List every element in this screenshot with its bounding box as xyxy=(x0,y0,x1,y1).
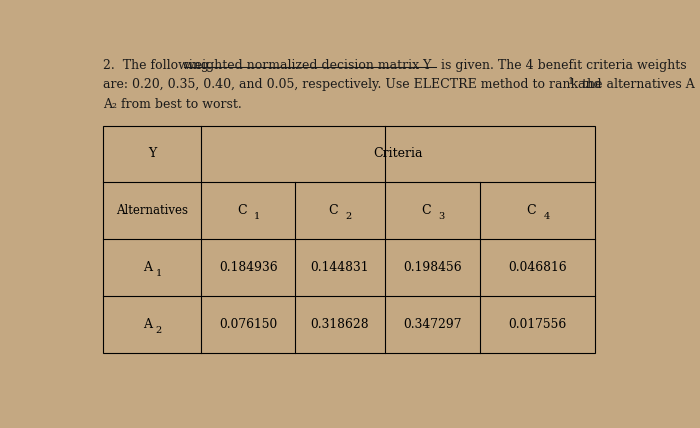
Text: 0.017556: 0.017556 xyxy=(508,318,566,331)
Text: 1: 1 xyxy=(568,77,575,86)
Text: 0.144831: 0.144831 xyxy=(311,261,369,274)
Text: C: C xyxy=(328,204,338,217)
Text: 2: 2 xyxy=(155,326,162,335)
Text: Alternatives: Alternatives xyxy=(116,204,188,217)
Text: 2: 2 xyxy=(346,212,352,221)
Text: weighted normalized decision matrix Y: weighted normalized decision matrix Y xyxy=(184,59,431,71)
Text: 4: 4 xyxy=(543,212,550,221)
Text: A: A xyxy=(144,261,152,274)
Text: A₂ from best to worst.: A₂ from best to worst. xyxy=(103,98,242,111)
Text: 0.046816: 0.046816 xyxy=(508,261,566,274)
Text: 0.184936: 0.184936 xyxy=(219,261,277,274)
Text: is given. The 4 benefit criteria weights: is given. The 4 benefit criteria weights xyxy=(438,59,687,71)
Text: 0.347297: 0.347297 xyxy=(403,318,461,331)
Text: and: and xyxy=(573,78,601,92)
Text: C: C xyxy=(237,204,246,217)
Text: C: C xyxy=(526,204,536,217)
Text: 1: 1 xyxy=(155,269,162,278)
Text: Criteria: Criteria xyxy=(373,147,423,160)
Text: 0.076150: 0.076150 xyxy=(219,318,277,331)
Text: 2.  The following: 2. The following xyxy=(103,59,213,71)
Text: 0.318628: 0.318628 xyxy=(311,318,369,331)
Text: 0.198456: 0.198456 xyxy=(403,261,461,274)
Text: A: A xyxy=(144,318,152,331)
Bar xyxy=(103,125,595,353)
Text: are: 0.20, 0.35, 0.40, and 0.05, respectively. Use ELECTRE method to rank the al: are: 0.20, 0.35, 0.40, and 0.05, respect… xyxy=(103,78,694,92)
Text: 1: 1 xyxy=(254,212,260,221)
Text: C: C xyxy=(421,204,430,217)
Text: Y: Y xyxy=(148,147,156,160)
Text: 3: 3 xyxy=(438,212,444,221)
